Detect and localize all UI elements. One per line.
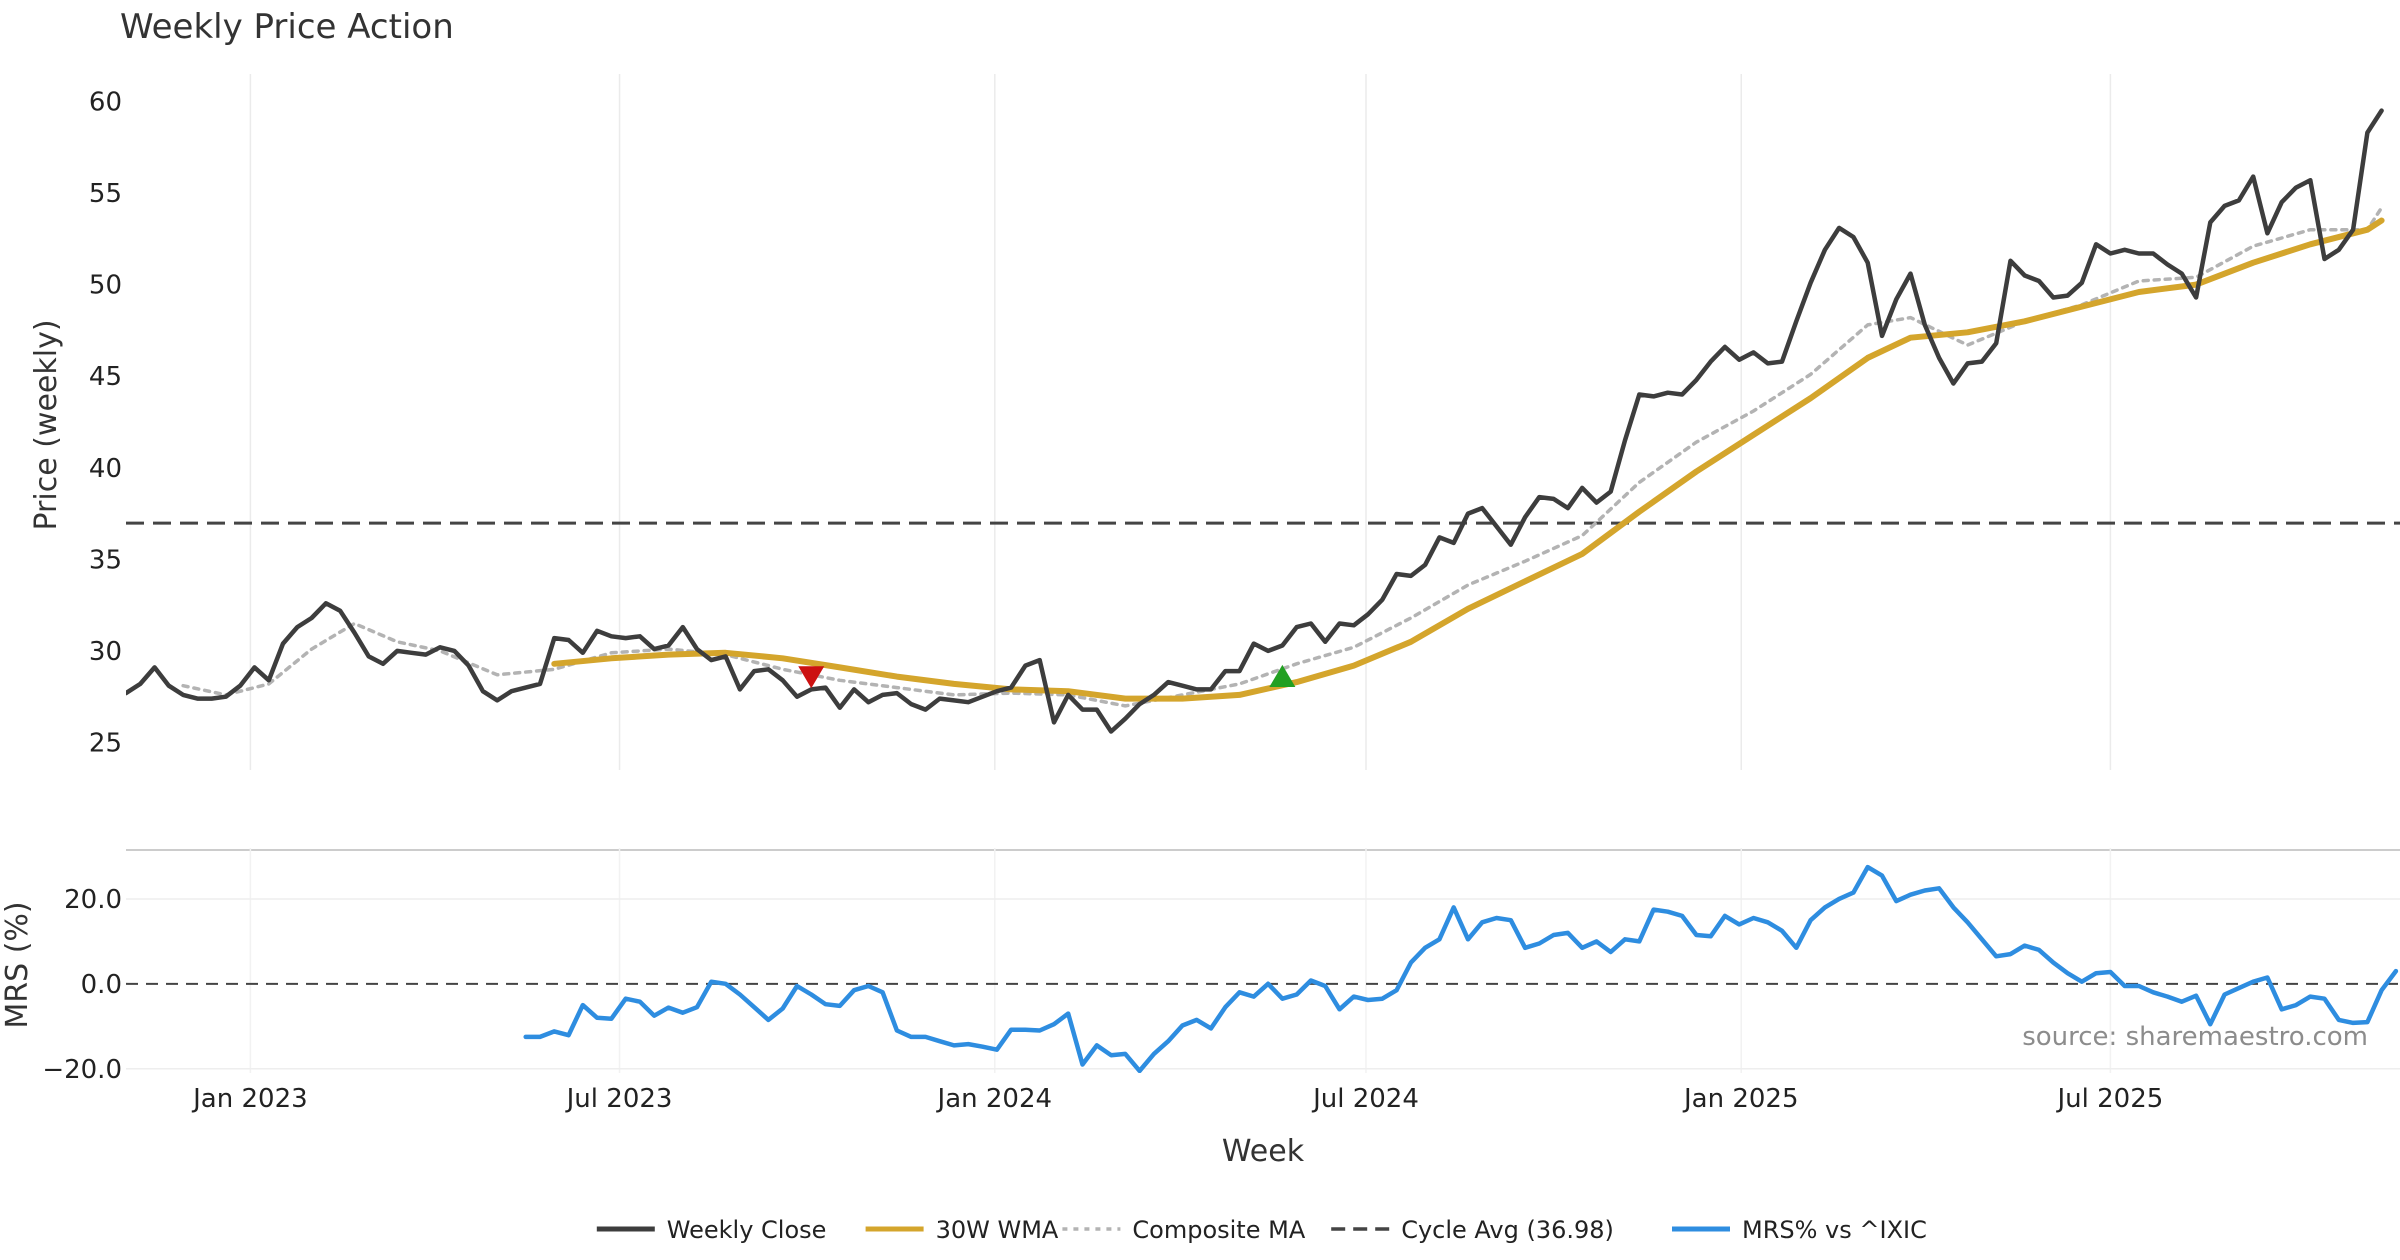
legend-item: Composite MA xyxy=(1062,1216,1306,1244)
wma-30w-line xyxy=(551,217,2385,702)
legend-item: Weekly Close xyxy=(596,1216,827,1244)
x-tick-label: Jan 2024 xyxy=(936,1084,1053,1114)
x-tick-label: Jul 2025 xyxy=(2055,1084,2163,1114)
legend-label: 30W WMA xyxy=(936,1216,1059,1244)
price-series-group xyxy=(126,108,2385,734)
price-y-tick-label: 60 xyxy=(89,87,122,117)
x-axis-ticks: Jan 2023 Jul 2023 Jan 2024 Jul 2024 Jan 2025… xyxy=(191,1084,2163,1114)
mrs-y-tick-label: −20.0 xyxy=(42,1055,122,1085)
mrs-y-ticks: 20.0 0.0 −20.0 xyxy=(42,885,122,1085)
composite-ma-line xyxy=(181,205,2384,708)
buy-signal-marker xyxy=(1269,664,1296,687)
x-tick-label: Jul 2023 xyxy=(565,1084,673,1114)
mrs-y-tick-label: 0.0 xyxy=(81,970,122,1000)
price-y-ticks: 25 30 35 40 45 50 55 60 xyxy=(89,87,122,758)
price-y-tick-label: 40 xyxy=(89,454,122,484)
price-y-tick-label: 55 xyxy=(89,179,122,209)
x-tick-label: Jan 2025 xyxy=(1682,1084,1799,1114)
legend-item: 30W WMA xyxy=(865,1216,1059,1244)
price-y-tick-label: 50 xyxy=(89,271,122,301)
mrs-series-line xyxy=(523,864,2399,1073)
legend-label: MRS% vs ^IXIC xyxy=(1742,1216,1927,1244)
mrs-y-axis-label: MRS (%) xyxy=(0,901,35,1028)
weekly-close-line xyxy=(126,108,2384,734)
source-label: source: sharemaestro.com xyxy=(2022,1022,2368,1052)
legend: Weekly Close 30W WMA Composite MA Cycle Avg… xyxy=(596,1216,1927,1244)
chart-title: Weekly Price Action xyxy=(120,7,454,47)
signal-markers xyxy=(798,664,1296,689)
x-tick-label: Jul 2024 xyxy=(1311,1084,1419,1114)
sell-signal-marker xyxy=(798,666,825,689)
legend-label: Weekly Close xyxy=(667,1216,827,1244)
legend-label: Cycle Avg (36.98) xyxy=(1401,1216,1614,1244)
price-y-tick-label: 25 xyxy=(89,729,122,759)
price-gridlines xyxy=(249,74,2112,770)
x-axis-label: Week xyxy=(1222,1134,1305,1169)
x-tick-label: Jan 2023 xyxy=(191,1084,308,1114)
price-panel: 25 30 35 40 45 50 55 60 Price (weekly) xyxy=(29,74,2400,770)
legend-item: MRS% vs ^IXIC xyxy=(1672,1216,1927,1244)
mrs-panel: 20.0 0.0 −20.0 MRS (%) source: sharemaestr… xyxy=(0,848,2400,1085)
price-y-tick-label: 35 xyxy=(89,545,122,575)
price-y-axis-label: Price (weekly) xyxy=(29,319,64,530)
legend-label: Composite MA xyxy=(1132,1216,1305,1244)
legend-item: Cycle Avg (36.98) xyxy=(1331,1216,1614,1244)
mrs-gridlines xyxy=(126,848,2400,1073)
price-y-tick-label: 45 xyxy=(89,362,122,392)
mrs-y-tick-label: 20.0 xyxy=(64,885,122,915)
price-y-tick-label: 30 xyxy=(89,637,122,667)
